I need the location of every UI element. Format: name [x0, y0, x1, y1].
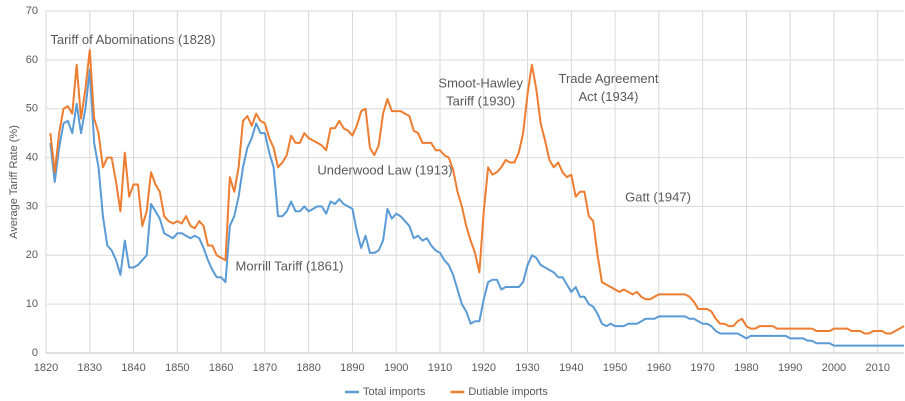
y-tick-label: 50 [26, 103, 38, 115]
x-tick-label: 2010 [865, 362, 889, 374]
x-tick-label: 1980 [734, 362, 758, 374]
x-tick-label: 1860 [209, 362, 233, 374]
annotation: Act (1934) [579, 89, 639, 104]
x-tick-label: 1870 [253, 362, 277, 374]
y-tick-label: 60 [26, 54, 38, 66]
y-tick-label: 0 [32, 347, 38, 359]
x-tick-label: 1940 [559, 362, 583, 374]
x-tick-label: 1920 [472, 362, 496, 374]
y-tick-label: 70 [26, 5, 38, 17]
annotation: Tariff of Abominations (1828) [50, 32, 215, 47]
annotation: Underwood Law (1913) [317, 163, 452, 178]
annotation: Smoot-Hawley [438, 76, 523, 91]
series-line [49, 68, 904, 347]
x-tick-label: 1930 [515, 362, 539, 374]
x-tick-label: 1890 [340, 362, 364, 374]
x-tick-label: 1820 [34, 362, 58, 374]
annotation: Morrill Tariff (1861) [236, 258, 344, 273]
y-tick-label: 40 [26, 151, 38, 163]
series-line [49, 49, 905, 335]
y-axis-label: Average Tariff Rate (%) [8, 125, 20, 239]
x-tick-label: 1830 [78, 362, 102, 374]
legend-label: Dutiable imports [468, 386, 548, 398]
y-tick-label: 30 [26, 200, 38, 212]
x-tick-label: 1960 [647, 362, 671, 374]
x-tick-label: 1970 [690, 362, 714, 374]
x-tick-label: 1840 [121, 362, 145, 374]
x-tick-label: 1880 [296, 362, 320, 374]
x-tick-label: 1900 [384, 362, 408, 374]
x-tick-label: 1910 [428, 362, 452, 374]
y-tick-label: 20 [26, 249, 38, 261]
x-tick-label: 2000 [822, 362, 846, 374]
legend-label: Total imports [363, 386, 426, 398]
y-tick-label: 10 [26, 298, 38, 310]
annotation: Gatt (1947) [625, 190, 691, 205]
x-tick-label: 1950 [603, 362, 627, 374]
annotation: Trade Agreement [559, 71, 659, 86]
x-tick-label: 1850 [165, 362, 189, 374]
annotation: Tariff (1930) [446, 94, 515, 109]
x-tick-label: 1990 [778, 362, 802, 374]
